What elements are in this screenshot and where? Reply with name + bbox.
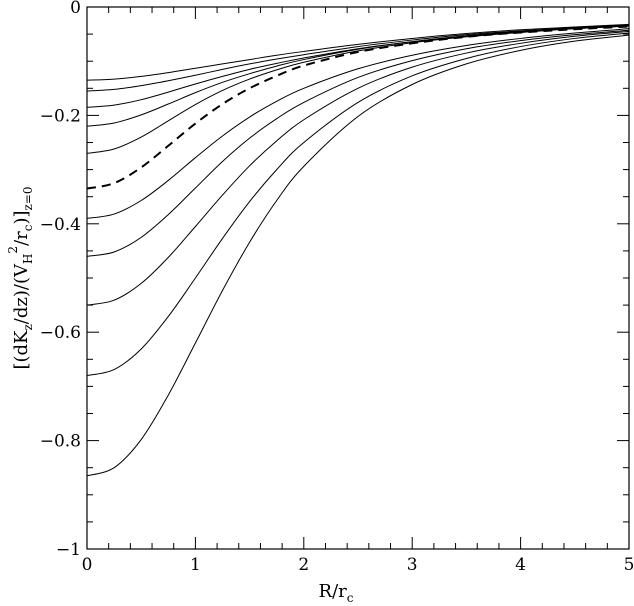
y-tick-label: −0.2 bbox=[40, 106, 81, 126]
x-tick-label: 2 bbox=[298, 555, 309, 575]
y-tick-label: 0 bbox=[70, 0, 81, 18]
y-tick-label: −0.8 bbox=[40, 432, 81, 452]
series-line-9 bbox=[86, 30, 630, 306]
series-line-11 bbox=[86, 34, 630, 477]
series-line-10 bbox=[86, 32, 630, 377]
series-line-1 bbox=[86, 23, 630, 81]
tick-labels: 0 1 2 3 4 5 −1 −0.8 −0.6 −0.4 −0.2 0 bbox=[40, 0, 634, 575]
y-tick-label: −0.4 bbox=[40, 215, 81, 235]
series-line-2 bbox=[86, 24, 630, 92]
y-tick-label: −0.6 bbox=[40, 323, 81, 343]
x-tick-label: 5 bbox=[624, 555, 634, 575]
series-line-7 bbox=[86, 28, 630, 219]
series-line-8 bbox=[86, 29, 630, 257]
y-tick-label: −1 bbox=[56, 540, 81, 560]
x-tick-label: 1 bbox=[190, 555, 201, 575]
x-tick-label: 0 bbox=[82, 555, 93, 575]
series-line-4 bbox=[86, 25, 630, 127]
x-tick-label: 4 bbox=[515, 555, 526, 575]
series-line-3 bbox=[86, 24, 630, 108]
y-axis-label: [(dKz/dz)/(VH2/rc)]z=0 bbox=[6, 186, 35, 369]
x-axis-label: R/rc bbox=[319, 581, 354, 605]
series-group bbox=[86, 23, 630, 477]
series-line-6 bbox=[86, 25, 630, 190]
x-tick-label: 3 bbox=[407, 555, 418, 575]
axis-ticks bbox=[86, 6, 630, 550]
